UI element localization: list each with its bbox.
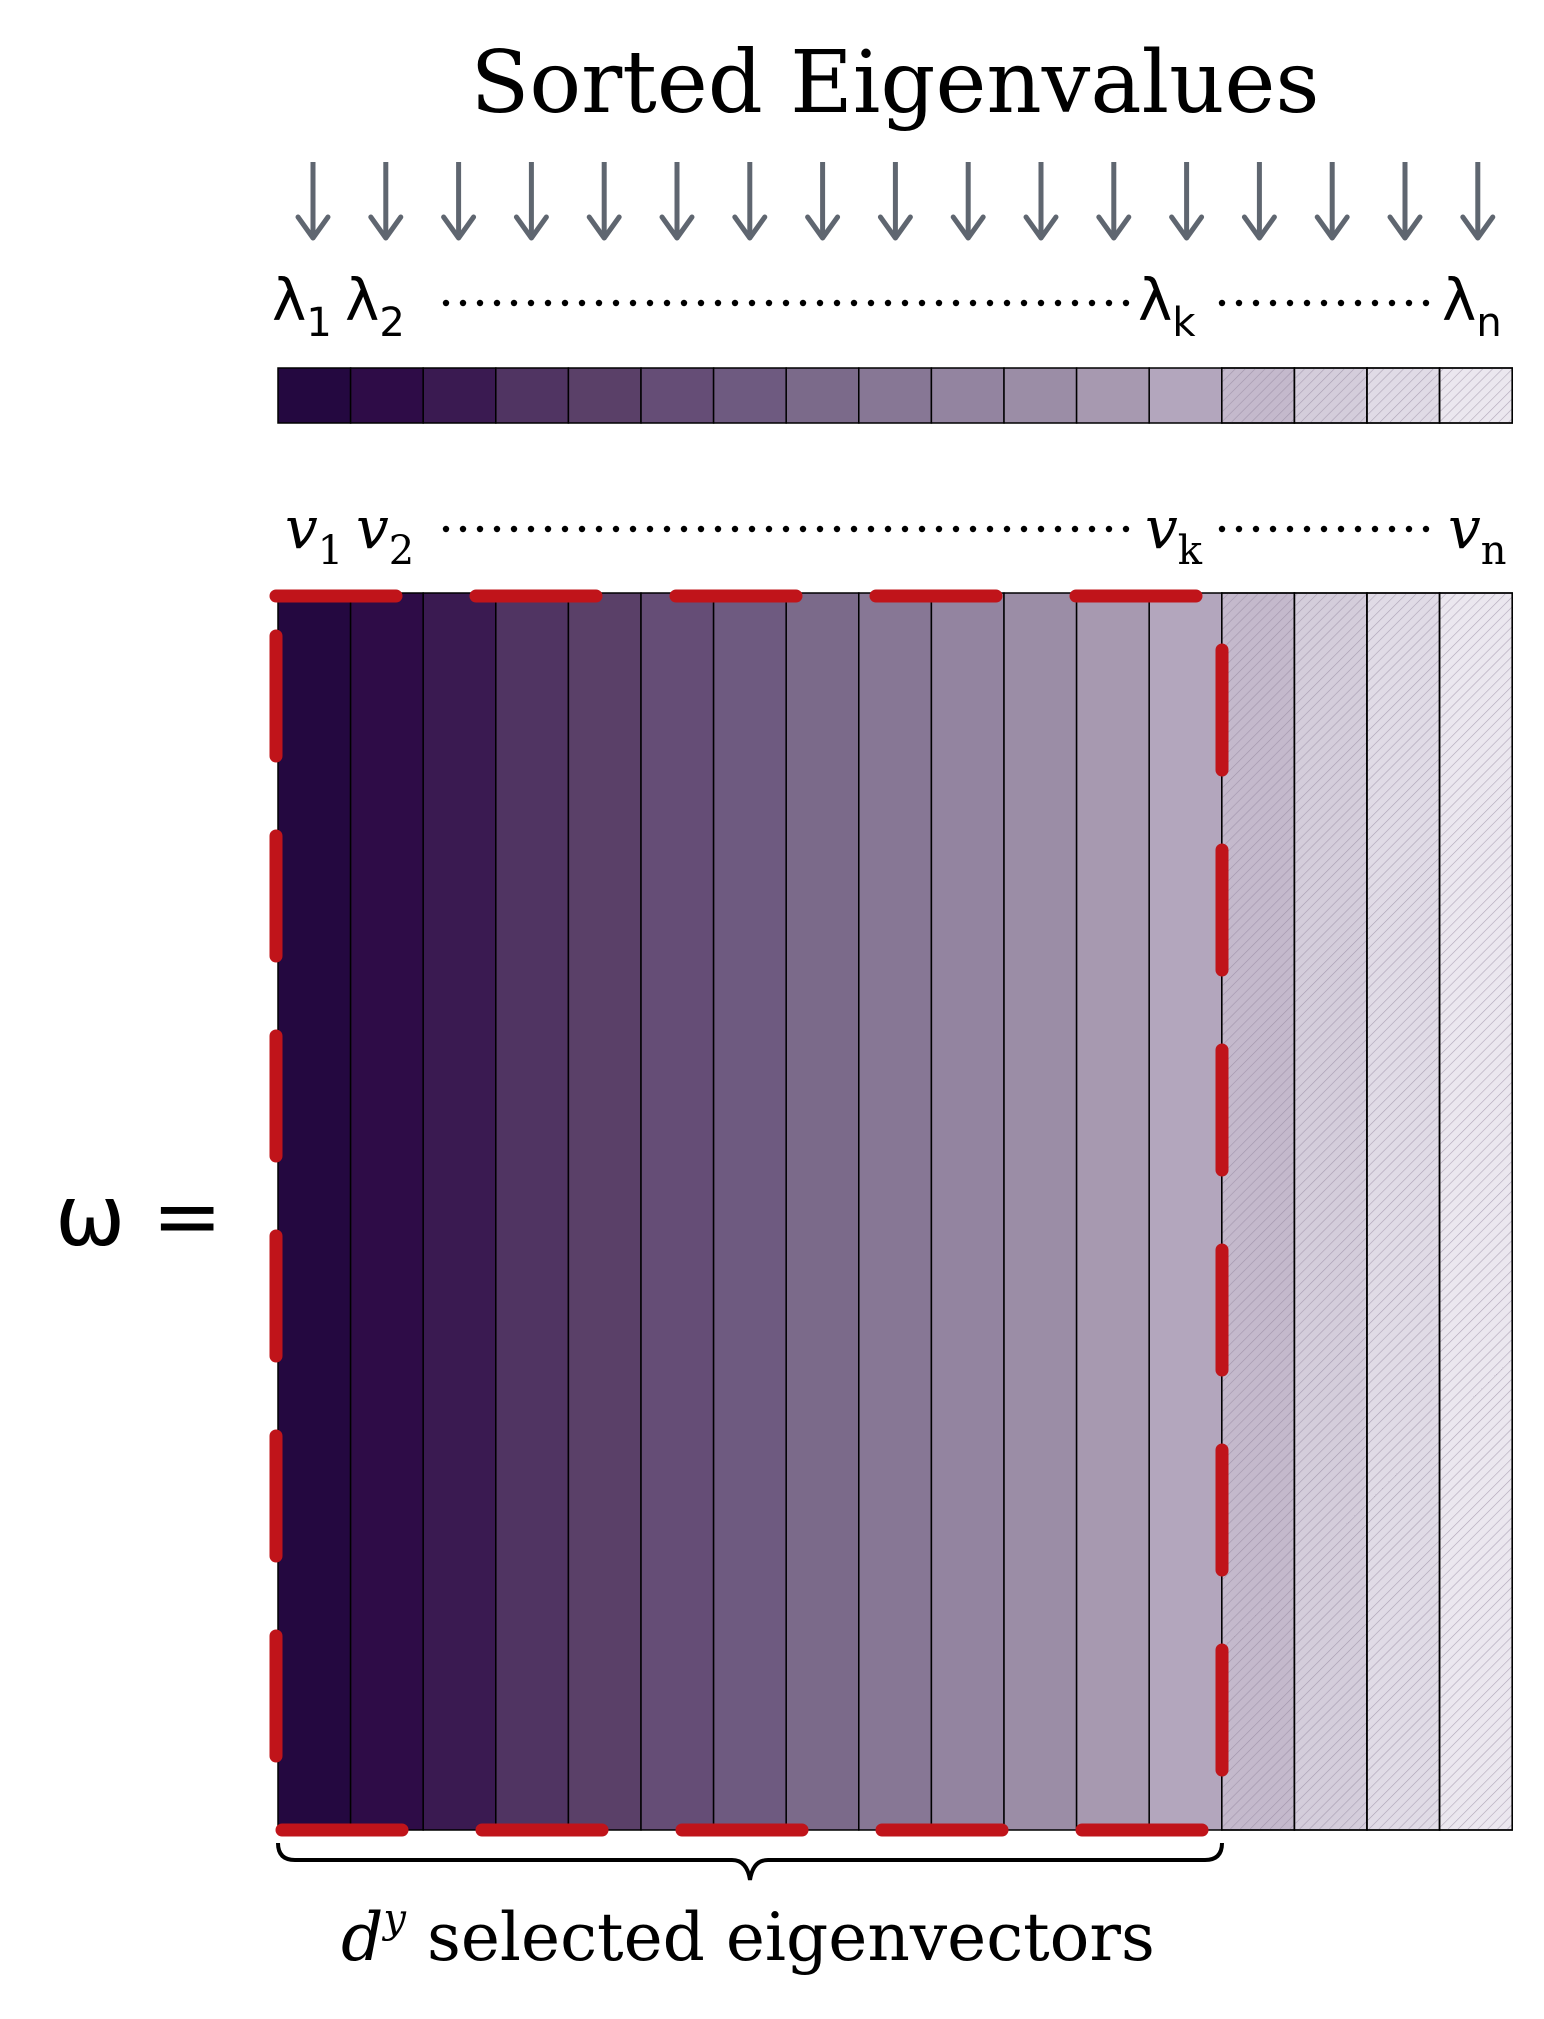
down-arrow-icon	[1241, 162, 1277, 241]
down-arrow-icon	[586, 162, 622, 241]
eigenvalue-cell	[349, 367, 424, 424]
eigenvector-label: vk	[1145, 494, 1203, 574]
eigenvector-column	[640, 592, 715, 1831]
eigenvalue-cell	[277, 367, 352, 424]
down-arrow-icon	[877, 162, 913, 241]
caption-d: d	[341, 1899, 383, 1976]
eigenvalue-cell	[640, 367, 715, 424]
caption-sup: y	[381, 1896, 407, 1942]
down-arrow-icon	[1314, 162, 1350, 241]
eigenvector-column	[930, 592, 1005, 1831]
eigenvalue-label: λ2	[345, 266, 405, 346]
down-arrow-icon	[441, 162, 477, 241]
eigenvalue-cell	[785, 367, 860, 424]
down-arrow-icon	[732, 162, 768, 241]
eigenvalue-cell	[858, 367, 933, 424]
eigenvalue-cell	[495, 367, 570, 424]
eigenvalue-cell	[567, 367, 642, 424]
down-arrow-icon	[950, 162, 986, 241]
down-arrow-icon	[1169, 162, 1205, 241]
eigenvalue-strip	[277, 367, 1513, 424]
eigenvector-column	[349, 592, 424, 1831]
eigenvector-column	[712, 592, 787, 1831]
eigenvector-matrix	[277, 592, 1513, 1831]
eigenvalue-cell	[1075, 367, 1150, 424]
eigenvector-label: v1	[285, 494, 343, 574]
caption-text: selected eigenvectors	[406, 1899, 1155, 1976]
eigenvector-label: vn	[1448, 494, 1507, 574]
selection-brace	[276, 1842, 1224, 1881]
down-arrow-icon	[1096, 162, 1132, 241]
down-arrow-icon	[368, 162, 404, 241]
eigenvalue-cell	[712, 367, 787, 424]
down-arrow-icon	[513, 162, 549, 241]
eigenvalue-label: λ1	[272, 266, 332, 346]
eigenvalue-cell	[1003, 367, 1078, 424]
selection-caption: dy selected eigenvectors	[341, 1896, 1155, 1976]
eigenvalue-cell	[930, 367, 1005, 424]
ellipsis-dots	[442, 525, 1130, 533]
eigenvector-label: v2	[356, 494, 414, 574]
eigenvector-column	[277, 592, 352, 1831]
eigenvalue-arrows	[295, 162, 1496, 241]
omega-label: ω =	[55, 1167, 222, 1265]
diagram-title: Sorted Eigenvalues	[470, 33, 1319, 133]
down-arrow-icon	[295, 162, 331, 241]
down-arrow-icon	[1023, 162, 1059, 241]
eigenvalue-labels: λ1 λ2 λk λn	[272, 266, 1502, 346]
eigenvector-labels: v1 v2 vk vn	[285, 494, 1507, 574]
eigenvector-column	[1075, 592, 1150, 1831]
ellipsis-dots	[1218, 525, 1430, 533]
eigenvector-column	[567, 592, 642, 1831]
down-arrow-icon	[1387, 162, 1423, 241]
eigenvector-column	[858, 592, 933, 1831]
eigenvalue-label: λk	[1138, 266, 1196, 346]
selection-box	[269, 589, 1229, 1837]
eigenvalue-cell	[422, 367, 497, 424]
eigenvector-column	[422, 592, 497, 1831]
eigenvector-column	[495, 592, 570, 1831]
eigenvector-column	[1148, 592, 1223, 1831]
eigenvector-column	[1003, 592, 1078, 1831]
down-arrow-icon	[805, 162, 841, 241]
ellipsis-dots	[1218, 299, 1430, 307]
down-arrow-icon	[1460, 162, 1496, 241]
eigenvector-column	[785, 592, 860, 1831]
eigenvalue-cell	[1148, 367, 1223, 424]
ellipsis-dots	[442, 299, 1130, 307]
eigenvalue-label: λn	[1442, 266, 1502, 346]
down-arrow-icon	[659, 162, 695, 241]
